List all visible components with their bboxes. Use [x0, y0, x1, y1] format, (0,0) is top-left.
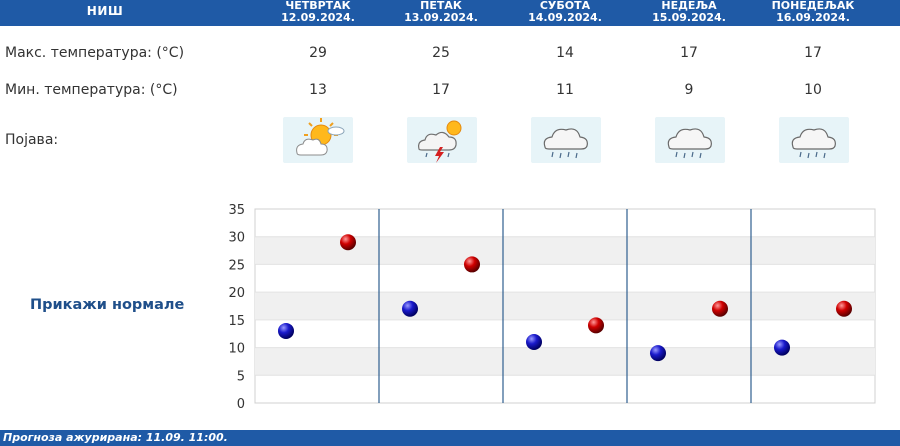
min-temp-value: 17	[432, 82, 450, 98]
min-temp-value: 9	[684, 82, 694, 98]
rain-cloud-icon	[531, 117, 601, 163]
grid-band	[255, 347, 875, 376]
min-temp-point	[402, 300, 418, 317]
max-temp-label: Макс. температура: (°C)	[5, 45, 185, 61]
min-temp-point	[774, 339, 790, 356]
grid-band	[255, 292, 875, 320]
min-temp-value: 11	[556, 82, 574, 98]
min-temp-point	[526, 334, 542, 351]
min-temp-label: Мин. температура: (°C)	[5, 82, 178, 98]
max-temp-value: 17	[804, 45, 822, 61]
day-date: 16.09.2024.	[776, 11, 850, 24]
min-temp-value: 13	[309, 82, 327, 98]
max-temp-value: 29	[309, 45, 327, 61]
max-temp-value: 25	[432, 45, 450, 61]
phenomenon-label: Појава:	[5, 132, 59, 148]
max-temp-point	[588, 317, 604, 334]
day-date: 13.09.2024.	[404, 11, 478, 24]
day-date: 14.09.2024.	[528, 11, 602, 24]
y-tick-label: 10	[228, 342, 245, 357]
y-tick-label: 35	[228, 203, 245, 218]
max-temp-point	[464, 256, 480, 273]
min-temp-point	[650, 345, 666, 362]
max-temp-point	[712, 300, 728, 317]
sun-behind-cloud-icon	[283, 117, 353, 163]
y-tick-label: 0	[237, 397, 245, 412]
max-temp-point	[836, 300, 852, 317]
forecast-header: НИШ ЧЕТВРТАК 12.09.2024. ПЕТАК 13.09.202…	[0, 0, 900, 26]
show-normals-link[interactable]: Прикажи нормале	[30, 297, 185, 313]
day-name: ПЕТАК	[420, 0, 462, 12]
city-name: НИШ	[86, 4, 124, 18]
day-date: 12.09.2024.	[281, 11, 355, 24]
forecast-updated-text: Прогноза ажурирана: 11.09. 11:00.	[3, 431, 228, 444]
thunderstorm-icon	[407, 117, 477, 163]
max-temp-point	[340, 234, 356, 251]
min-temp-value: 10	[804, 82, 822, 98]
day-name: НЕДЕЉА	[661, 0, 717, 12]
day-header-3: СУБОТА 14.09.2024.	[505, 0, 625, 24]
rain-cloud-icon	[779, 117, 849, 163]
rain-cloud-icon	[655, 117, 725, 163]
min-temp-point	[278, 322, 294, 339]
y-tick-label: 15	[228, 314, 245, 329]
day-name: ЧЕТВРТАК	[285, 0, 351, 12]
day-header-1: ЧЕТВРТАК 12.09.2024.	[258, 0, 378, 24]
y-tick-label: 25	[228, 258, 245, 273]
day-header-5: ПОНЕДЕЉАК 16.09.2024.	[753, 0, 873, 24]
footer-bar: Прогноза ажурирана: 11.09. 11:00.	[0, 430, 900, 446]
day-name: СУБОТА	[539, 0, 591, 12]
day-header-2: ПЕТАК 13.09.2024.	[381, 0, 501, 24]
max-temp-value: 14	[556, 45, 574, 61]
y-tick-label: 5	[237, 369, 245, 384]
day-header-4: НЕДЕЉА 15.09.2024.	[629, 0, 749, 24]
day-date: 15.09.2024.	[652, 11, 726, 24]
y-tick-label: 20	[228, 286, 245, 301]
max-temp-value: 17	[680, 45, 698, 61]
y-tick-label: 30	[228, 231, 245, 246]
grid-band	[255, 236, 875, 265]
day-name: ПОНЕДЕЉАК	[771, 0, 855, 12]
temperature-chart: 0 5 10 15 20 25 30 35	[228, 203, 876, 412]
